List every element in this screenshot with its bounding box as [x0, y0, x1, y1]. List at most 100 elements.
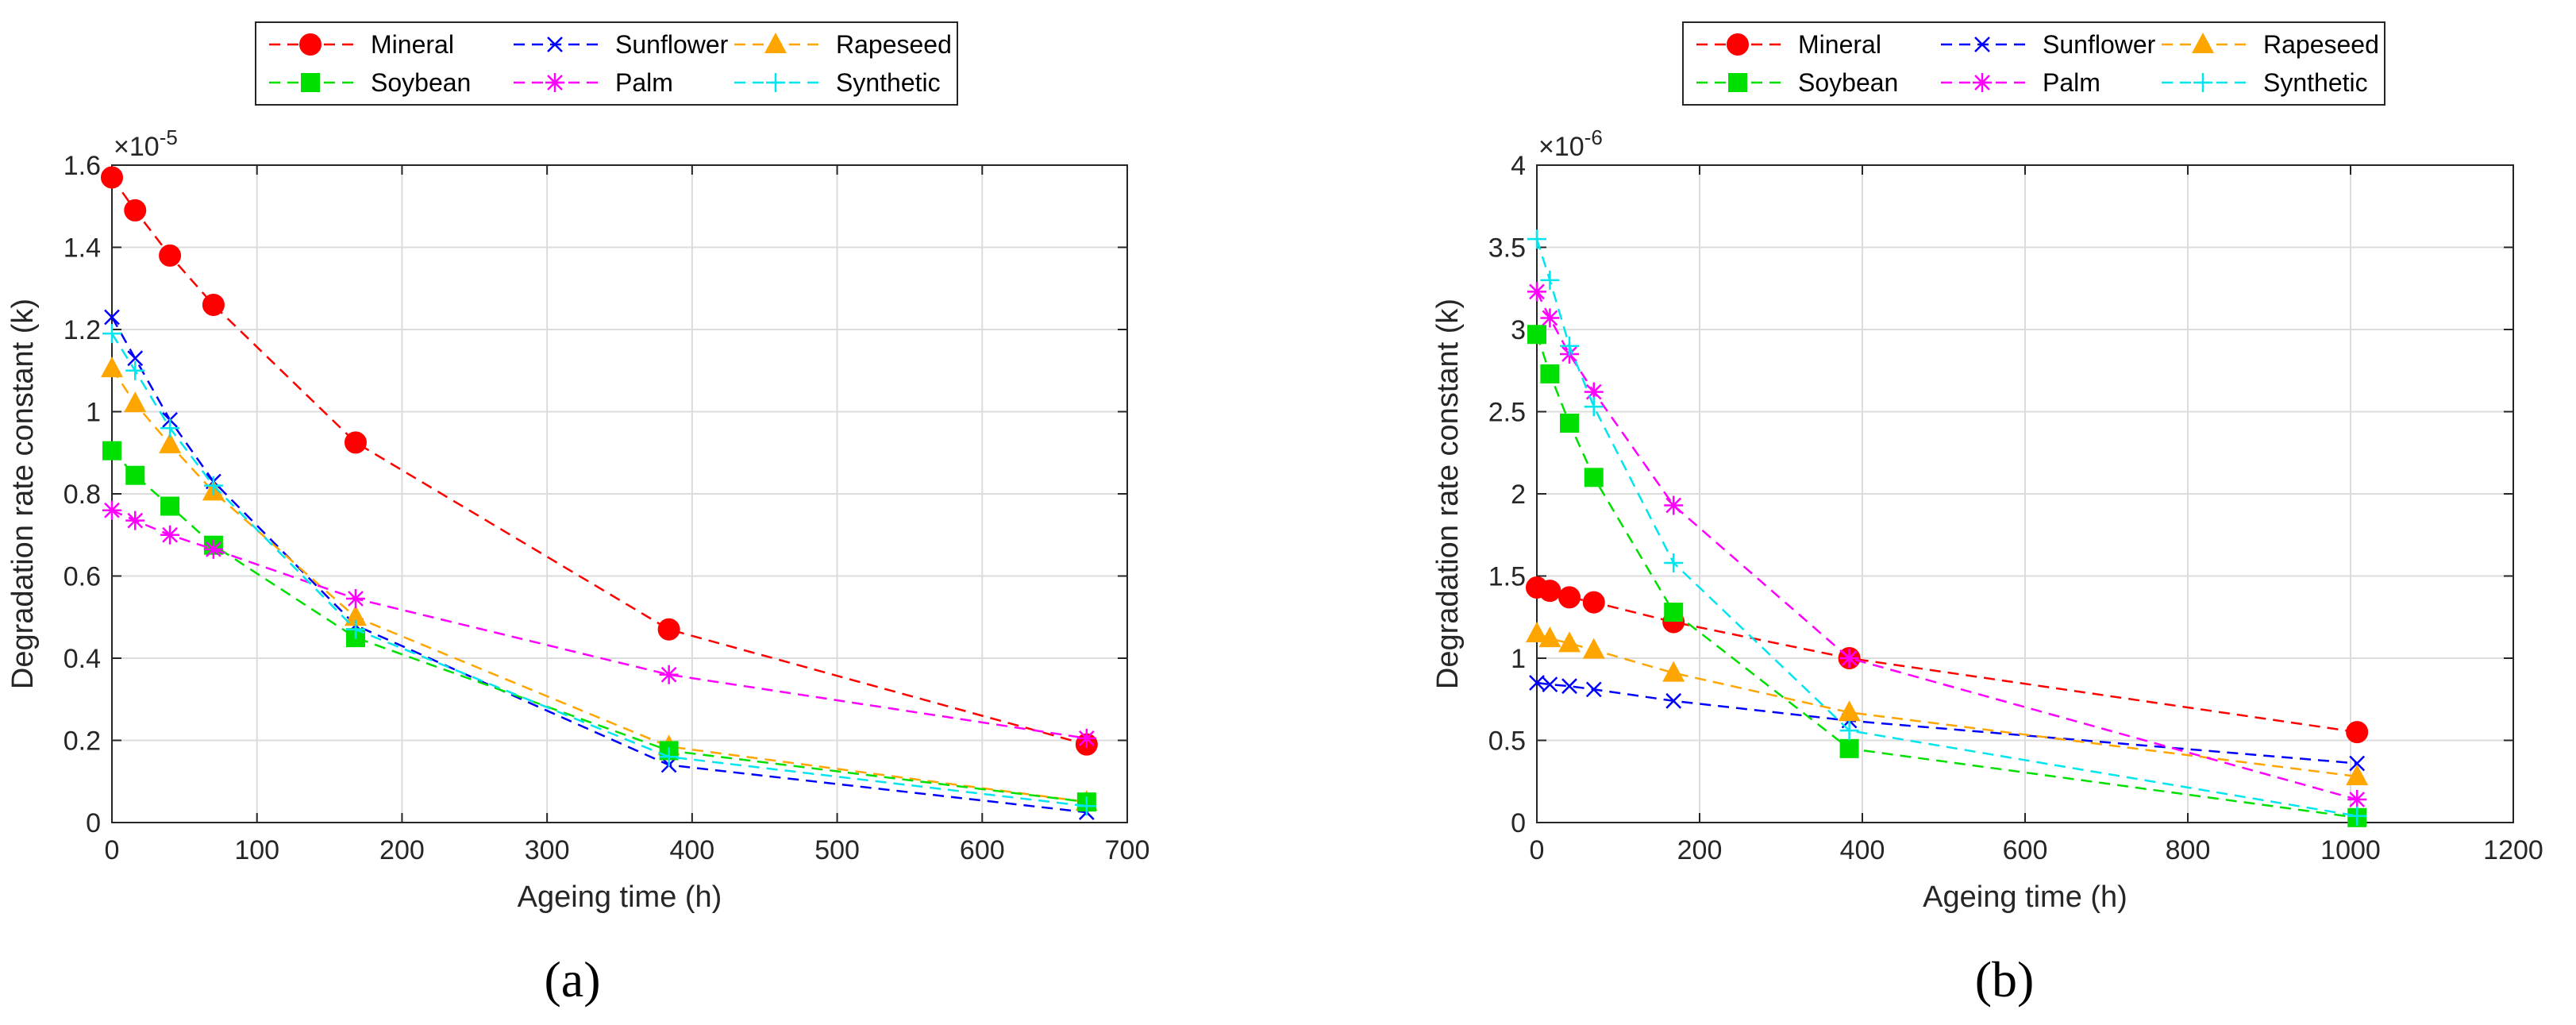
legend-marker — [1973, 73, 1992, 92]
data-point — [1527, 229, 1546, 249]
legend-entry-sunflower: Sunflower — [1941, 30, 2156, 59]
legend-marker — [1728, 73, 1747, 92]
data-point — [159, 432, 182, 453]
data-point — [127, 350, 144, 367]
data-point — [1664, 495, 1684, 515]
data-point — [344, 431, 367, 454]
data-point — [160, 525, 180, 545]
legend-entry-mineral: Mineral — [1696, 30, 1881, 59]
x-tick-label: 400 — [669, 835, 714, 865]
legend-entry-soybean: Soybean — [269, 68, 471, 97]
data-point — [2346, 721, 2369, 744]
series-mineral — [101, 166, 1098, 756]
data-point — [2347, 790, 2367, 810]
chart-panel-a: 0 100 200 300 400 500 600 700 0 0.2 0.4 0.6 0.8 1 1.2 1… — [6, 21, 1149, 1008]
data-point — [1529, 675, 1545, 691]
legend-marker — [2192, 33, 2214, 53]
x-tick-label: 400 — [1840, 835, 1885, 865]
panel-label: (b) — [1975, 951, 2035, 1008]
data-point — [1561, 678, 1577, 695]
data-point — [1839, 738, 1859, 758]
data-point — [2347, 806, 2367, 826]
data-point — [203, 539, 223, 559]
legend-label: Soybean — [371, 68, 471, 97]
legend-marker — [766, 73, 785, 92]
legend-marker — [1727, 33, 1749, 56]
y-exponent-power: -5 — [160, 125, 178, 149]
data-point — [1584, 397, 1604, 417]
data-point — [1540, 270, 1560, 290]
data-point — [159, 244, 182, 267]
legend-entry-rapeseed: Rapeseed — [734, 30, 952, 59]
legend-marker — [545, 73, 564, 92]
y-tick-label: 1.2 — [64, 315, 101, 345]
legend-marker — [299, 33, 322, 56]
data-point — [101, 356, 123, 378]
series-soybean — [1527, 325, 2367, 827]
legend-box — [1682, 21, 2385, 106]
legend-box — [255, 21, 958, 106]
data-point — [125, 360, 145, 380]
legend-entry-palm: Palm — [514, 68, 673, 97]
legend-marker — [764, 33, 787, 53]
data-point — [160, 418, 180, 438]
y-tick-label: 3 — [1511, 315, 1526, 345]
legend-marker — [1974, 37, 1990, 52]
y-tick-label: 1.4 — [64, 233, 101, 264]
x-tick-label: 100 — [234, 835, 279, 865]
series-palm — [102, 500, 1096, 748]
data-point — [1538, 580, 1561, 603]
legend-entry-soybean: Soybean — [1696, 68, 1898, 97]
data-point — [344, 605, 367, 626]
data-point — [1540, 364, 1560, 383]
data-point — [1662, 661, 1685, 682]
data-point — [102, 324, 121, 344]
data-point — [101, 166, 123, 189]
data-point — [1527, 325, 1546, 345]
x-tick-label: 0 — [105, 835, 120, 865]
data-point — [1560, 336, 1579, 356]
data-point — [1582, 591, 1605, 614]
y-tick-label: 3.5 — [1488, 233, 1526, 264]
data-point — [124, 391, 147, 413]
legend-entry-rapeseed: Rapeseed — [2162, 30, 2379, 59]
x-tick-label: 600 — [960, 835, 1005, 865]
legend-entry-palm: Palm — [1941, 68, 2100, 97]
data-point — [1542, 676, 1558, 693]
legend-label: Synthetic — [836, 68, 941, 97]
data-point — [1838, 700, 1861, 722]
y-tick-label: 1.5 — [1488, 562, 1526, 592]
y-tick-label: 0.2 — [64, 726, 101, 757]
legend-label: Mineral — [371, 30, 454, 59]
y-tick-label: 0.8 — [64, 480, 101, 510]
y-tick-label: 1 — [1511, 644, 1526, 674]
legend: Mineral Sunflower Rapeseed Soybean Palm Synth… — [255, 21, 958, 106]
y-tick-label: 1 — [86, 398, 101, 428]
data-point — [1076, 728, 1096, 748]
y-exponent-base: ×10 — [114, 132, 160, 162]
x-tick-label: 1200 — [2483, 835, 2543, 865]
data-point — [1584, 468, 1604, 487]
legend-marker — [547, 37, 563, 52]
data-point — [2349, 755, 2366, 772]
data-point — [125, 511, 145, 530]
data-point — [1076, 796, 1096, 816]
legend-label: Rapeseed — [2263, 30, 2379, 59]
x-tick-label: 200 — [379, 835, 425, 865]
x-tick-label: 0 — [1530, 835, 1545, 865]
data-point — [1540, 308, 1560, 328]
data-point — [203, 476, 223, 495]
series-synthetic — [102, 324, 1096, 816]
y-tick-label: 4 — [1511, 151, 1526, 181]
legend-label: Palm — [2043, 68, 2100, 97]
y-exponent-power: -6 — [1584, 125, 1603, 149]
y-exponent-base: ×10 — [1538, 132, 1584, 162]
chart-panel-b: 0 200 400 600 800 1000 1200 0 0.5 1 1.5 2 2.5 3 3.5 4 ×1… — [1431, 21, 2543, 1008]
legend-label: Rapeseed — [836, 30, 952, 59]
data-point — [1665, 692, 1682, 709]
x-tick-label: 1000 — [2320, 835, 2381, 865]
legend-label: Palm — [615, 68, 673, 97]
data-point — [102, 441, 121, 460]
legend-entry-synthetic: Synthetic — [2162, 68, 2368, 97]
